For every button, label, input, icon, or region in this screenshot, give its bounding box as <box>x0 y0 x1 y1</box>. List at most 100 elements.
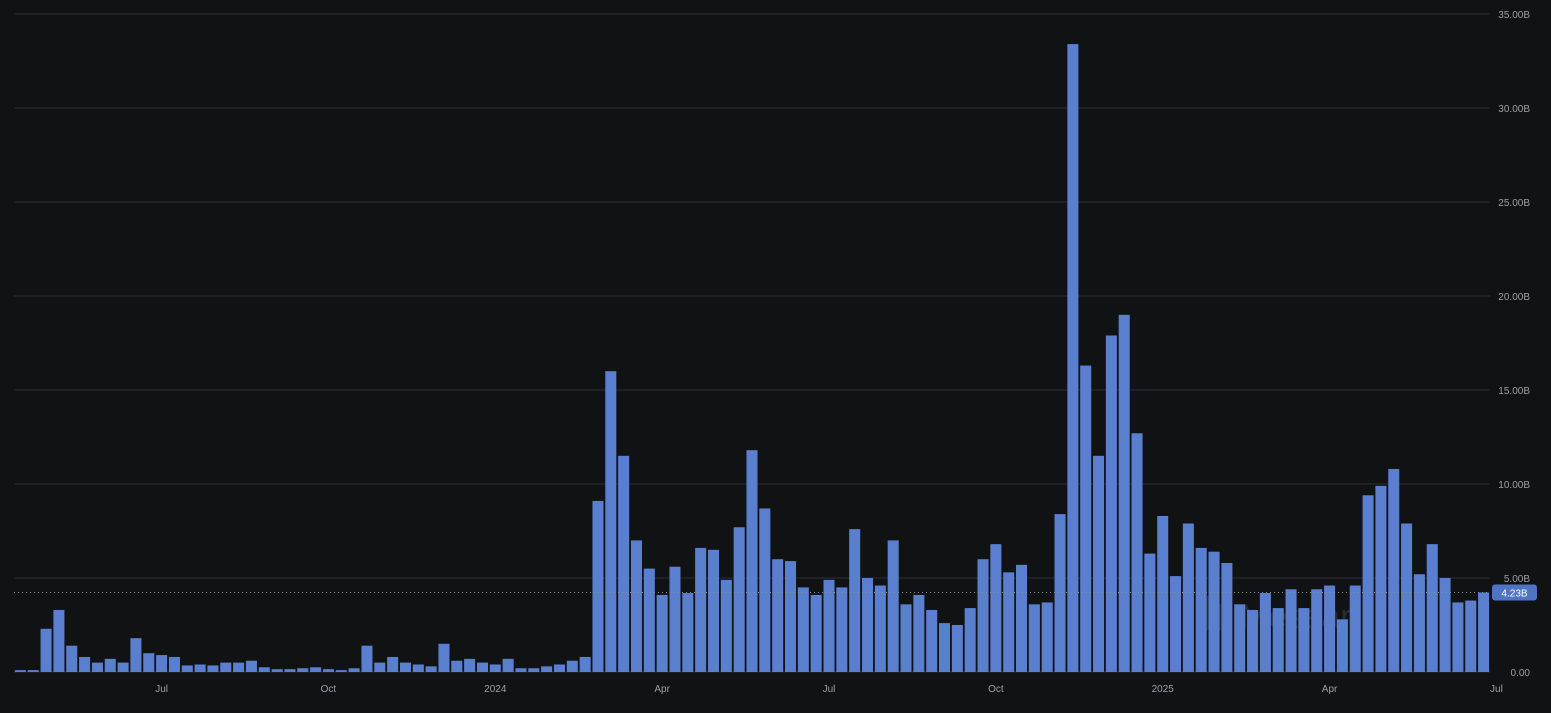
bar <box>1259 593 1271 672</box>
bar <box>233 662 245 672</box>
bar <box>1324 585 1336 672</box>
bar <box>964 608 976 672</box>
bar <box>1080 365 1092 672</box>
bar <box>1182 523 1194 672</box>
bar <box>823 579 835 672</box>
bar <box>861 578 874 672</box>
bar <box>1362 495 1374 672</box>
bar <box>130 638 142 672</box>
x-tick-label: Apr <box>654 684 670 695</box>
bar <box>168 656 180 672</box>
bar <box>1157 515 1169 672</box>
bar <box>1285 589 1297 672</box>
bar <box>489 664 501 672</box>
bar <box>322 669 334 672</box>
bar <box>438 643 450 672</box>
bar <box>143 653 155 672</box>
bar <box>284 669 296 672</box>
bar <box>707 549 720 672</box>
y-tick-label: 15.00B <box>1498 386 1530 397</box>
x-axis-tick-labels: Jul Oct 2024 Apr Jul Oct 2025 Apr Jul <box>155 684 1503 695</box>
bar <box>258 667 270 672</box>
bar <box>1349 585 1361 672</box>
y-axis-tick-labels: 0.00 5.00B 10.00B 15.00B 20.00B 25.00B 30.00B 3… <box>1498 10 1530 679</box>
bar <box>656 594 668 672</box>
y-tick-label: 0.00 <box>1511 668 1531 679</box>
bar <box>1247 609 1259 672</box>
bar <box>194 664 206 672</box>
bar <box>784 561 797 672</box>
bar <box>387 656 399 672</box>
bar <box>27 670 39 672</box>
x-tick-label: 2025 <box>1152 684 1175 695</box>
y-tick-label: 30.00B <box>1498 104 1530 115</box>
bar <box>1170 576 1182 672</box>
bar <box>464 658 476 672</box>
bar <box>1144 553 1156 672</box>
x-tick-label: Oct <box>321 684 337 695</box>
bar <box>207 665 219 672</box>
bar <box>810 594 822 672</box>
bar <box>772 559 784 672</box>
bar <box>361 645 373 672</box>
bar <box>117 662 129 672</box>
bar <box>1298 608 1310 672</box>
bar <box>977 559 989 672</box>
y-tick-label: 35.00B <box>1498 10 1530 21</box>
y-tick-label: 5.00B <box>1504 574 1530 585</box>
current-value-label: 4.23B <box>1501 588 1527 599</box>
bar <box>669 566 681 672</box>
bar <box>1478 592 1490 672</box>
bar <box>849 529 861 672</box>
bar <box>53 609 65 672</box>
bar <box>91 662 103 672</box>
x-tick-label: Apr <box>1322 684 1338 695</box>
bar <box>66 645 78 672</box>
bar <box>14 670 26 672</box>
bar <box>733 527 745 672</box>
bar <box>515 668 527 672</box>
bar <box>951 625 963 672</box>
bar <box>1272 608 1284 672</box>
bar <box>1234 604 1246 672</box>
bar <box>1452 602 1464 672</box>
x-tick-label: Jul <box>155 684 168 695</box>
bar <box>900 604 912 672</box>
bar <box>797 587 809 672</box>
current-value-badge <box>1492 584 1537 601</box>
y-tick-label: 20.00B <box>1498 292 1530 303</box>
bar <box>643 568 655 672</box>
bar <box>913 594 925 672</box>
bar <box>618 455 630 672</box>
bar <box>541 666 553 672</box>
bar <box>220 662 232 672</box>
y-tick-label: 10.00B <box>1498 480 1530 491</box>
bar <box>1041 602 1053 672</box>
reference-line-group: 4.23B <box>14 584 1537 601</box>
bar <box>181 665 193 672</box>
bar <box>720 579 732 672</box>
bar <box>746 450 758 672</box>
bar <box>1028 604 1040 672</box>
bar <box>502 658 514 672</box>
bar <box>836 587 848 672</box>
bar <box>874 585 886 672</box>
bar <box>605 371 617 672</box>
bar <box>926 609 938 672</box>
bar <box>695 547 707 672</box>
bar <box>759 508 771 672</box>
bar <box>1375 485 1387 672</box>
y-tick-label: 25.00B <box>1498 198 1530 209</box>
x-tick-label: 2024 <box>484 684 507 695</box>
bar <box>1426 544 1438 672</box>
bar <box>1439 578 1451 672</box>
bar <box>399 662 411 672</box>
bar <box>630 540 643 672</box>
bar <box>335 670 347 672</box>
bar <box>990 544 1002 672</box>
bar <box>887 540 899 672</box>
bar <box>79 656 91 672</box>
bar <box>310 667 322 672</box>
bar <box>374 662 386 672</box>
